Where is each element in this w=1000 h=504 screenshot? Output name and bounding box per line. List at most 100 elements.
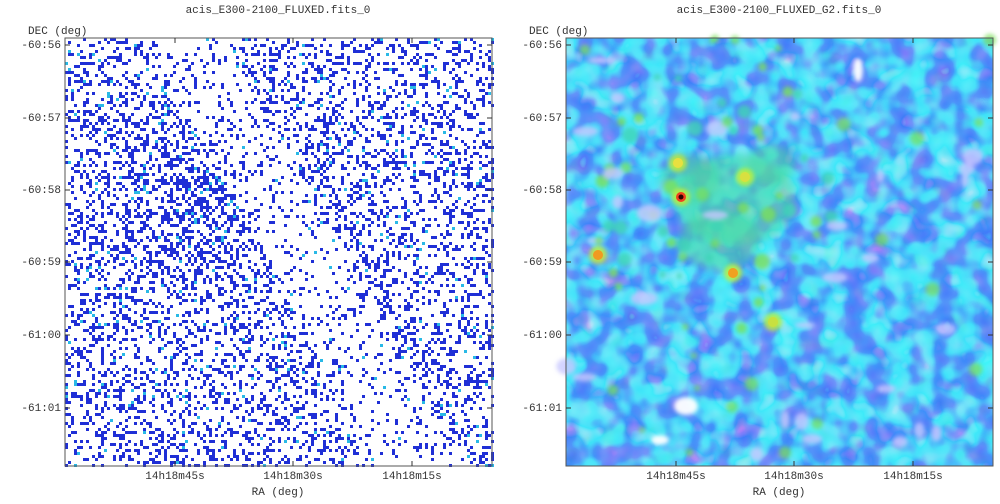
y-tick-label: -61:01 bbox=[522, 403, 562, 415]
y-tick-label: -60:57 bbox=[21, 113, 61, 125]
blob bbox=[608, 268, 618, 278]
x-tick-label: 14h18m45s bbox=[646, 471, 705, 483]
blob bbox=[603, 220, 615, 232]
x-tick-label: 14h18m45s bbox=[145, 471, 204, 483]
x-tick-label: 14h18m30s bbox=[764, 471, 823, 483]
void bbox=[892, 436, 908, 448]
source bbox=[728, 268, 738, 278]
void bbox=[749, 447, 763, 462]
blob bbox=[682, 323, 689, 330]
void bbox=[861, 252, 879, 263]
blob bbox=[737, 104, 752, 119]
void bbox=[876, 168, 885, 183]
blob bbox=[614, 282, 623, 291]
source bbox=[768, 317, 778, 327]
blob bbox=[694, 385, 701, 392]
blob bbox=[790, 253, 799, 263]
panel-title: acis_E300-2100_FLUXED.fits_0 bbox=[186, 5, 371, 17]
void bbox=[931, 425, 942, 442]
blob bbox=[633, 113, 644, 123]
x-tick-label: 14h18m15s bbox=[883, 471, 942, 483]
blob bbox=[821, 172, 835, 185]
void bbox=[794, 413, 809, 431]
blob bbox=[594, 236, 603, 245]
blob bbox=[756, 133, 765, 141]
blob bbox=[782, 86, 794, 97]
blob bbox=[690, 352, 697, 359]
x-tick-label: 14h18m15s bbox=[382, 471, 441, 483]
blob bbox=[983, 33, 997, 47]
void bbox=[602, 167, 624, 180]
source bbox=[673, 158, 683, 168]
blob bbox=[728, 126, 738, 136]
blob bbox=[709, 218, 724, 233]
void bbox=[702, 210, 729, 220]
blob bbox=[657, 226, 669, 237]
blob bbox=[685, 448, 694, 456]
panel: acis_E300-2100_FLUXED.fits_0 DEC (deg) RA … bbox=[21, 5, 494, 499]
white-patch bbox=[651, 435, 669, 445]
void bbox=[636, 204, 664, 222]
void bbox=[611, 195, 624, 209]
blob bbox=[969, 362, 983, 377]
blob bbox=[721, 116, 733, 128]
blob bbox=[638, 426, 646, 433]
panel-title: acis_E300-2100_FLUXED_G2.fits_0 bbox=[677, 5, 882, 17]
y-tick-label: -60:56 bbox=[21, 40, 61, 52]
blob bbox=[674, 74, 683, 83]
void bbox=[588, 57, 615, 64]
blob bbox=[744, 377, 759, 391]
x-tick-label: 14h18m30s bbox=[263, 471, 322, 483]
y-tick-label: -61:00 bbox=[21, 330, 61, 342]
blob bbox=[659, 271, 667, 278]
glow bbox=[680, 210, 760, 270]
blob bbox=[695, 187, 710, 201]
plot-frame bbox=[64, 37, 493, 467]
blob bbox=[689, 175, 696, 182]
blob bbox=[875, 233, 889, 247]
blob bbox=[737, 202, 749, 214]
void bbox=[802, 433, 823, 445]
emission bbox=[660, 145, 795, 270]
blob bbox=[974, 118, 984, 127]
y-tick-label: -60:56 bbox=[522, 40, 562, 52]
blob bbox=[774, 45, 782, 52]
blob bbox=[778, 446, 792, 459]
blob bbox=[617, 117, 626, 126]
blob bbox=[910, 131, 924, 146]
void bbox=[780, 411, 790, 429]
blob bbox=[760, 207, 776, 222]
blob bbox=[622, 126, 639, 143]
blob bbox=[613, 220, 628, 235]
y-tick-label: -60:58 bbox=[21, 185, 61, 197]
void bbox=[705, 120, 728, 137]
glow bbox=[745, 145, 795, 185]
y-tick-label: -61:00 bbox=[522, 330, 562, 342]
panel: acis_E300-2100_FLUXED_G2.fits_0 DEC (deg)… bbox=[522, 5, 997, 499]
y-axis-label: DEC (deg) bbox=[28, 26, 87, 38]
blob bbox=[710, 239, 720, 249]
source bbox=[740, 172, 750, 182]
y-tick-label: -60:59 bbox=[21, 257, 61, 269]
blob bbox=[653, 73, 661, 81]
blob bbox=[736, 322, 747, 334]
blob bbox=[664, 179, 679, 194]
blob bbox=[676, 238, 691, 253]
blob bbox=[752, 125, 763, 136]
x-axis-label: RA (deg) bbox=[753, 487, 806, 499]
x-axis-label: RA (deg) bbox=[252, 487, 305, 499]
blob bbox=[753, 297, 764, 308]
y-tick-label: -60:59 bbox=[522, 257, 562, 269]
blob bbox=[972, 200, 982, 210]
void bbox=[958, 162, 975, 176]
blob bbox=[678, 251, 688, 262]
image-pixels bbox=[65, 38, 494, 467]
blob bbox=[810, 216, 822, 227]
blob bbox=[620, 162, 632, 174]
blob bbox=[925, 282, 940, 297]
void bbox=[876, 384, 896, 394]
plot-frame bbox=[565, 37, 994, 467]
y-tick-label: -61:01 bbox=[21, 403, 61, 415]
blob bbox=[754, 253, 770, 270]
void bbox=[935, 322, 956, 336]
